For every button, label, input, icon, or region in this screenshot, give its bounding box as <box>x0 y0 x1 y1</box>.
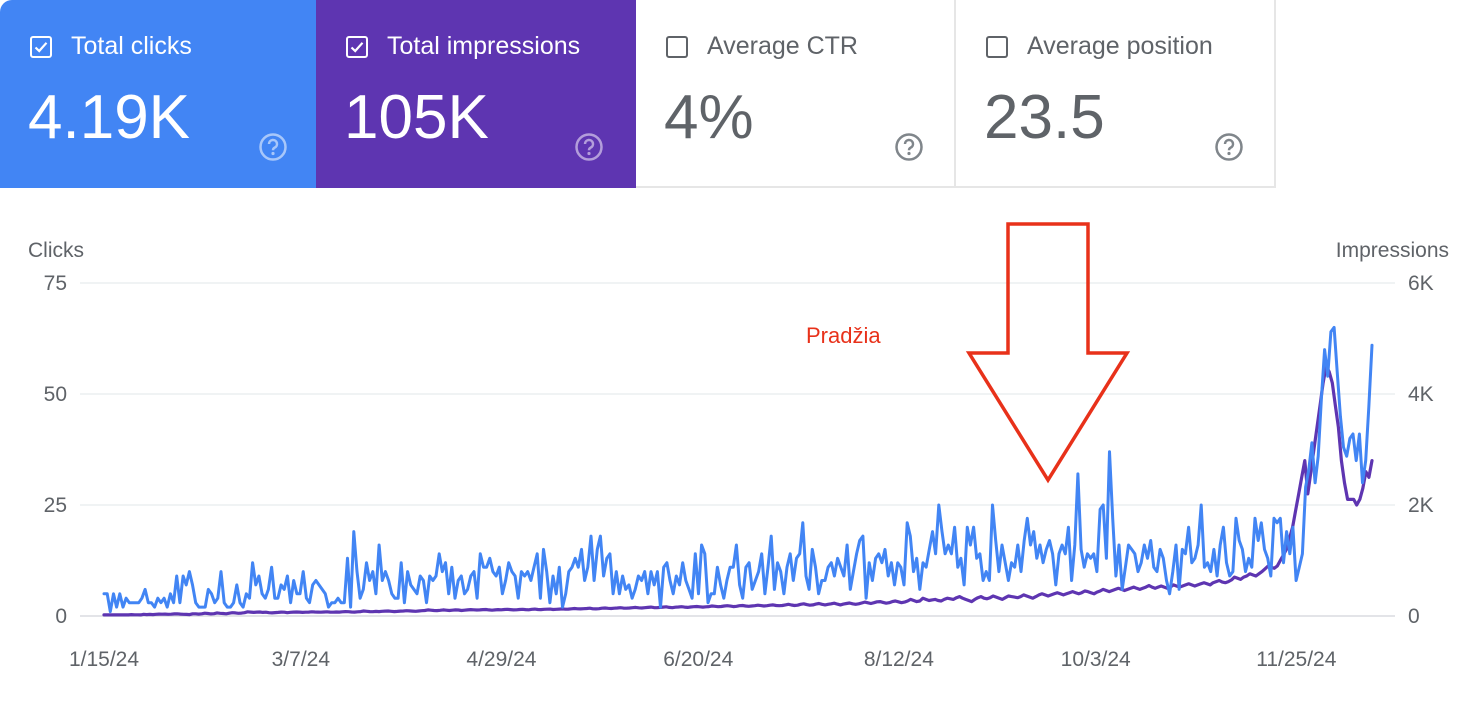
x-axis-ticks: 1/15/24 3/7/24 4/29/24 6/20/24 8/12/24 10/3/2… <box>69 648 1337 671</box>
total-clicks-checkbox[interactable] <box>30 36 52 58</box>
right-axis-title: Impressions <box>1336 239 1449 262</box>
average-position-card[interactable]: Average position 23.5 <box>956 0 1276 188</box>
left-tick-label: 25 <box>44 494 67 517</box>
total-clicks-label: Total clicks <box>71 32 192 60</box>
total-impressions-card[interactable]: Total impressions 105K <box>316 0 636 188</box>
help-circle-icon[interactable] <box>258 132 288 162</box>
x-tick-label: 10/3/24 <box>1061 648 1131 671</box>
right-tick-label: 6K <box>1408 272 1434 295</box>
impressions-series-line <box>102 364 1374 617</box>
annotation-label: Pradžia <box>806 323 881 348</box>
help-circle-icon[interactable] <box>894 132 924 162</box>
down-arrow-icon <box>965 222 1131 484</box>
chart-gridlines <box>80 282 1395 617</box>
average-ctr-value: 4% <box>664 83 754 152</box>
clicks-series-line <box>102 325 1374 614</box>
left-axis-title: Clicks <box>28 239 84 262</box>
total-clicks-card[interactable]: Total clicks 4.19K <box>0 0 316 188</box>
annotation-arrow <box>965 222 1131 484</box>
x-tick-label: 4/29/24 <box>466 648 536 671</box>
x-tick-label: 1/15/24 <box>69 648 139 671</box>
left-axis-ticks: 0 25 50 75 <box>44 272 67 628</box>
left-tick-label: 50 <box>44 383 67 406</box>
help-circle-icon[interactable] <box>1214 132 1244 162</box>
left-tick-label: 75 <box>44 272 67 295</box>
left-tick-label: 0 <box>55 605 67 628</box>
metric-cards: Total clicks 4.19K Total impressions 105… <box>0 0 1276 188</box>
average-position-label: Average position <box>1027 32 1213 60</box>
checkmark-icon <box>350 42 364 53</box>
performance-chart: Clicks Impressions 0 25 50 75 0 2K 4K 6K 1/15/… <box>28 222 1449 671</box>
average-ctr-card[interactable]: Average CTR 4% <box>636 0 956 188</box>
total-impressions-value: 105K <box>344 83 489 152</box>
right-tick-label: 2K <box>1408 494 1434 517</box>
checkmark-icon <box>34 42 48 53</box>
x-tick-label: 8/12/24 <box>864 648 934 671</box>
right-tick-label: 4K <box>1408 383 1434 406</box>
average-position-checkbox[interactable] <box>986 36 1008 58</box>
average-ctr-label: Average CTR <box>707 32 858 60</box>
average-ctr-checkbox[interactable] <box>666 36 688 58</box>
total-clicks-value: 4.19K <box>28 83 191 152</box>
right-tick-label: 0 <box>1408 605 1420 628</box>
help-circle-icon[interactable] <box>574 132 604 162</box>
x-tick-label: 3/7/24 <box>272 648 331 671</box>
right-axis-ticks: 0 2K 4K 6K <box>1408 272 1434 628</box>
total-impressions-label: Total impressions <box>387 32 581 60</box>
total-impressions-checkbox[interactable] <box>346 36 368 58</box>
x-tick-label: 11/25/24 <box>1256 648 1337 671</box>
x-tick-label: 6/20/24 <box>663 648 733 671</box>
series-layer <box>102 325 1374 617</box>
average-position-value: 23.5 <box>984 83 1105 152</box>
